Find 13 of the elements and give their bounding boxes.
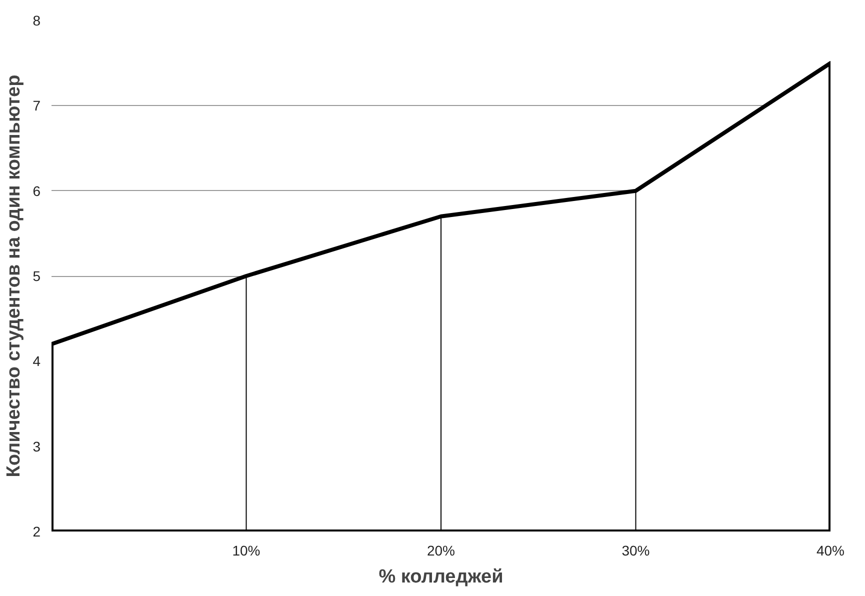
y-tick-label: 3 [32, 438, 41, 454]
x-axis-title: % колледжей [378, 566, 504, 588]
y-tick-label: 6 [32, 182, 41, 199]
y-axis-title: Количество студентов на один компьютер [4, 74, 25, 478]
x-tick-label: 10% [232, 542, 260, 558]
x-tick-label: 20% [426, 542, 456, 558]
y-tick-label: 4 [32, 353, 41, 370]
y-tick-label: 8 [32, 12, 41, 28]
x-tick-label: 30% [622, 542, 650, 558]
y-tick-label: 5 [32, 268, 41, 284]
x-tick-label: 40% [816, 542, 845, 558]
y-tick-label: 7 [32, 98, 41, 114]
y-tick-label: 2 [32, 524, 41, 540]
